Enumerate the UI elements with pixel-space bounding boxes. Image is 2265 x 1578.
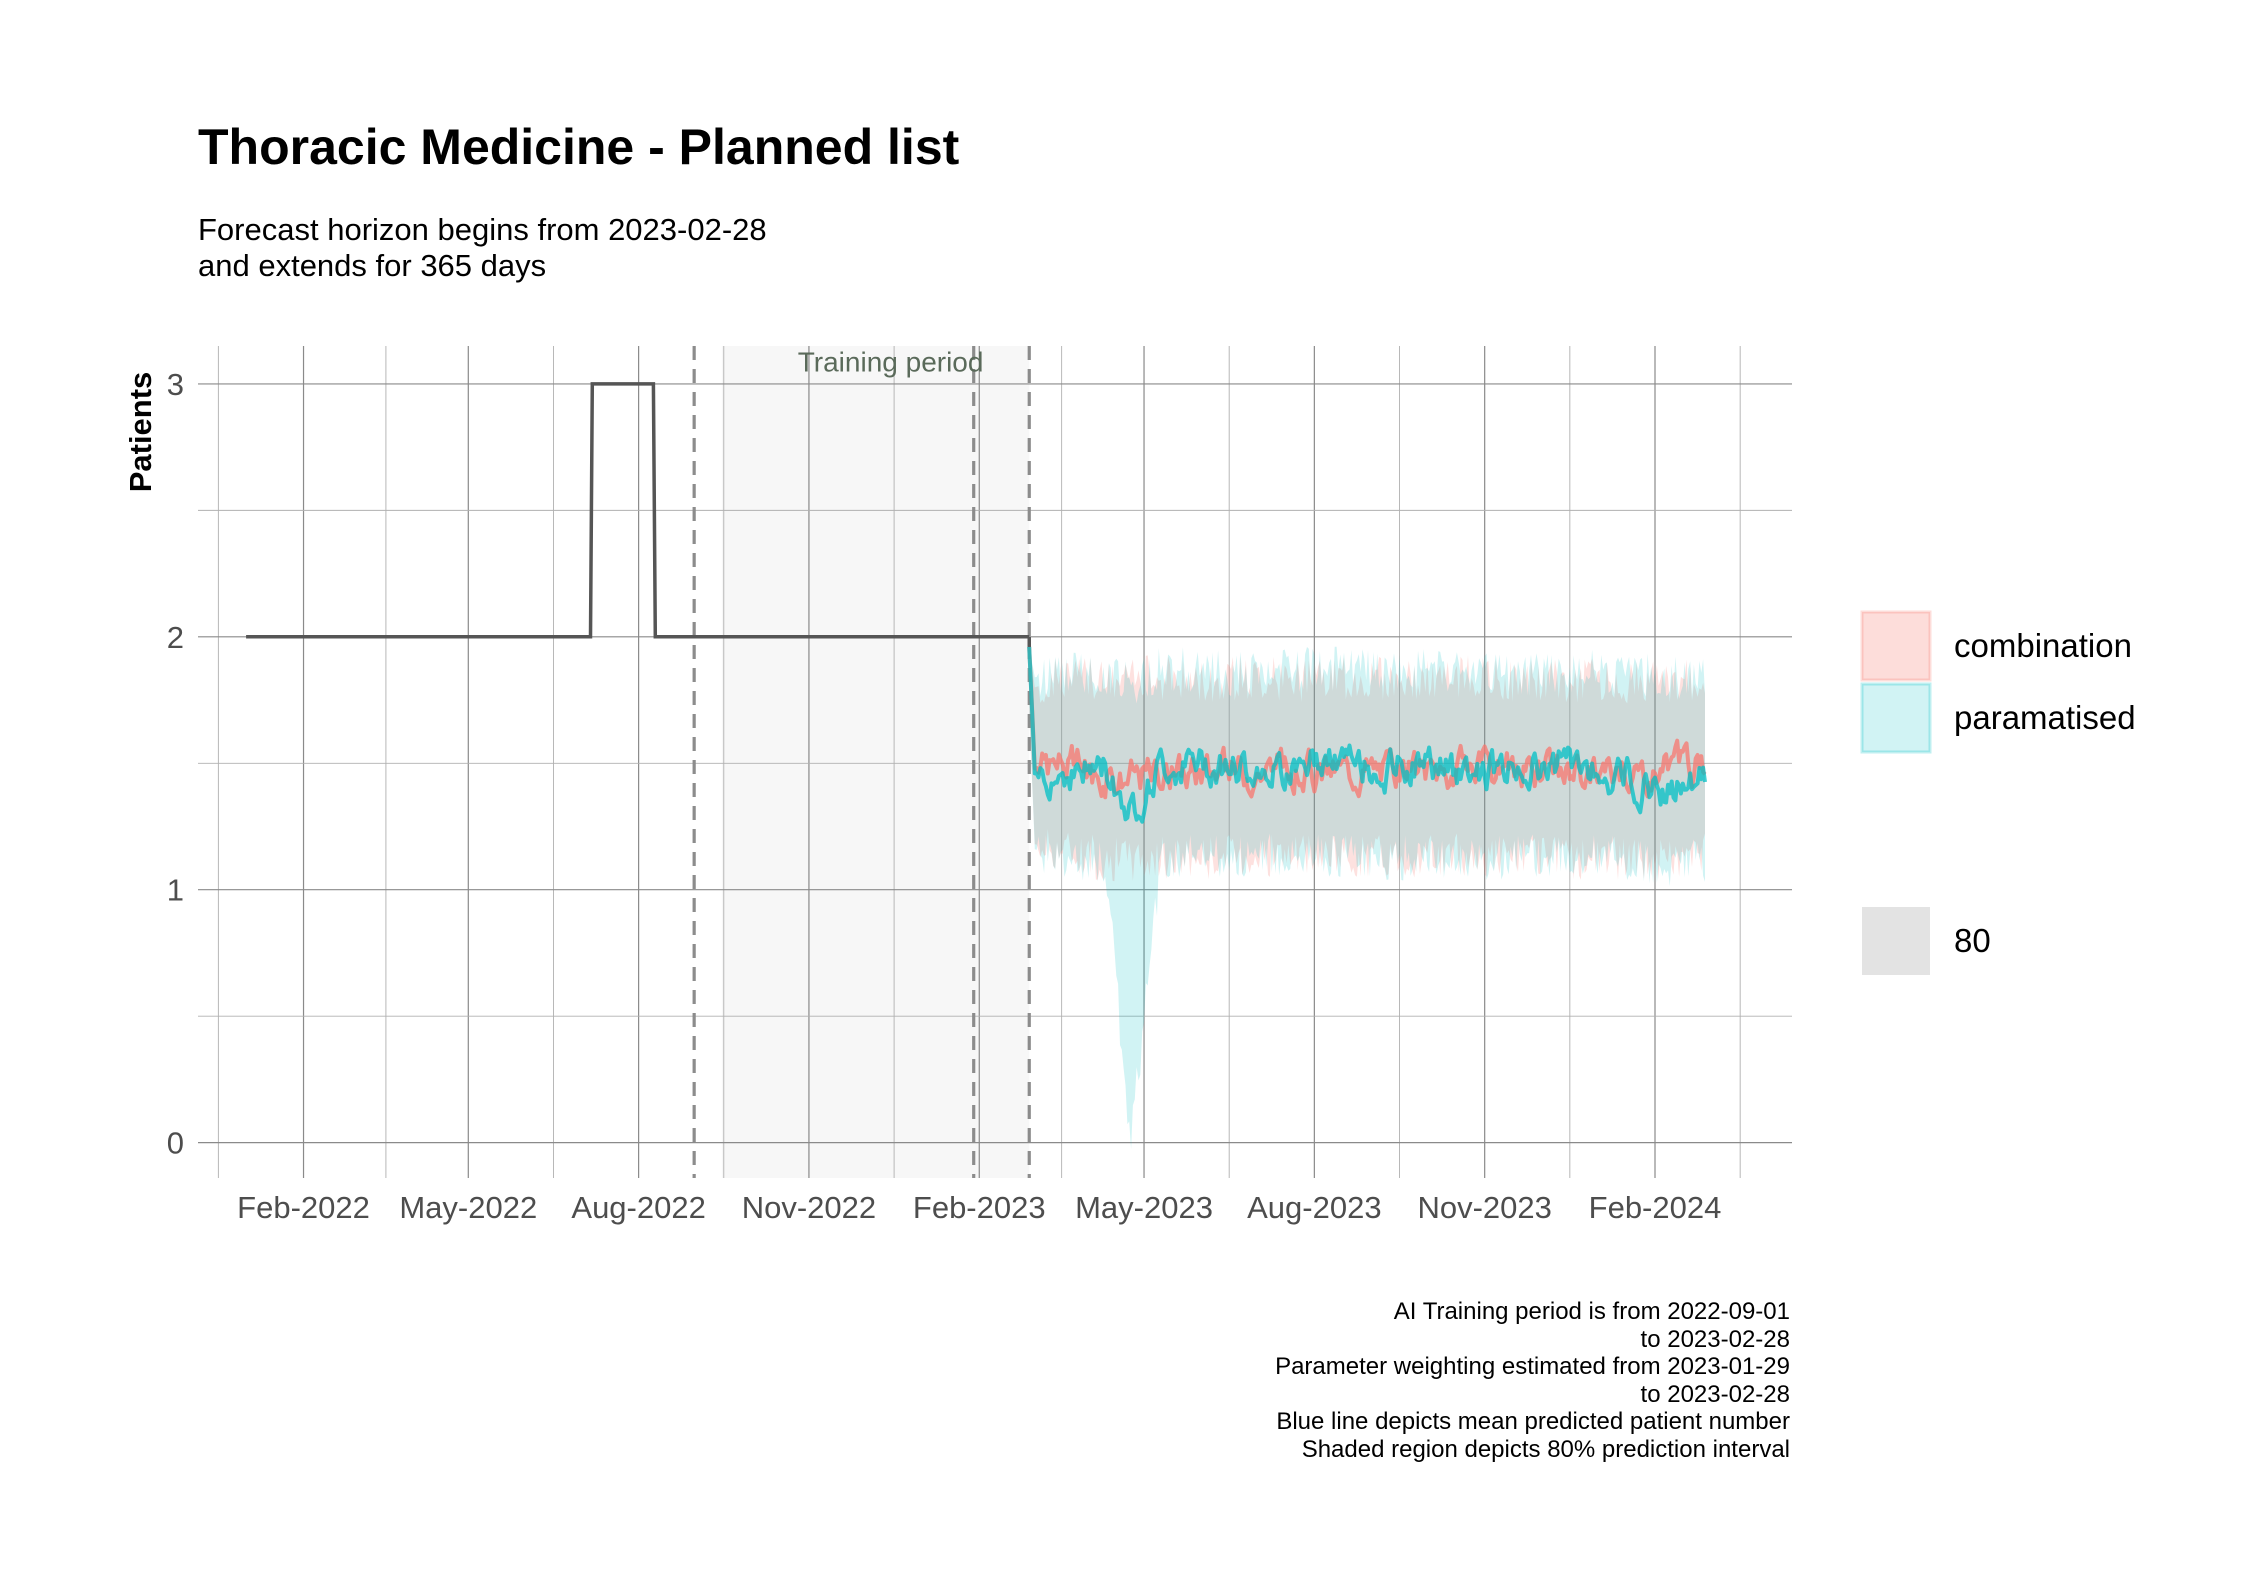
x-tick-label: Feb-2024 <box>1589 1190 1722 1225</box>
legend-key-combination <box>1860 610 1932 682</box>
caption-line: to 2023-02-28 <box>1640 1380 1790 1408</box>
chart-title: Thoracic Medicine - Planned list <box>198 119 960 175</box>
legend-label: 80 <box>1954 922 1991 959</box>
chart-subtitle: Forecast horizon begins from 2023-02-28 … <box>198 212 767 284</box>
prediction-band-paramatised <box>1029 646 1705 1150</box>
legend-key-paramatised <box>1860 682 1932 754</box>
x-tick-label: Feb-2023 <box>913 1190 1046 1225</box>
legend-label: combination <box>1954 627 2132 664</box>
caption-line: Blue line depicts mean predicted patient… <box>1276 1408 1790 1435</box>
training-period-rect <box>721 346 1030 1178</box>
y-tick-label: 3 <box>167 367 184 402</box>
observed-line <box>246 382 1030 639</box>
caption-line: Shaded region depicts 80% prediction int… <box>1301 1435 1790 1463</box>
legend: combination paramatised 80 <box>1860 610 2136 975</box>
caption-line: to 2023-02-28 <box>1640 1325 1790 1353</box>
y-axis-label: Patients <box>123 372 158 493</box>
x-tick-label: May-2022 <box>399 1190 537 1225</box>
training-period-region <box>721 346 1030 1178</box>
x-tick-label: May-2023 <box>1075 1190 1213 1225</box>
x-tick-label: Nov-2022 <box>742 1190 876 1225</box>
chart-caption: AI Training period is from 2022-09-01 to… <box>1275 1298 1790 1463</box>
prediction-bands <box>1029 646 1705 1150</box>
caption-line: AI Training period is from 2022-09-01 <box>1393 1298 1790 1325</box>
caption-line: Parameter weighting estimated from 2023-… <box>1275 1353 1790 1380</box>
subtitle-line: and extends for 365 days <box>198 248 547 283</box>
reference-lines: Training period <box>692 346 1031 1178</box>
series-line-paramatised <box>1027 646 1707 824</box>
y-tick-label: 2 <box>167 620 184 655</box>
legend-key-level <box>1862 907 1930 975</box>
x-tick-label: Aug-2022 <box>571 1190 705 1225</box>
x-tick-label: Nov-2023 <box>1417 1190 1551 1225</box>
y-tick-label: 0 <box>167 1126 184 1161</box>
x-tick-label: Aug-2023 <box>1247 1190 1381 1225</box>
axes: 0 1 2 3 Feb-2022 May-2022 Aug-2022 Nov-2022 Feb-… <box>123 367 1721 1225</box>
x-tick-label: Feb-2022 <box>237 1190 370 1225</box>
training-period-label: Training period <box>798 346 984 377</box>
series-lines <box>246 382 1707 824</box>
legend-label: paramatised <box>1954 699 2136 736</box>
y-tick-label: 1 <box>167 873 184 908</box>
subtitle-line: Forecast horizon begins from 2023-02-28 <box>198 212 767 247</box>
